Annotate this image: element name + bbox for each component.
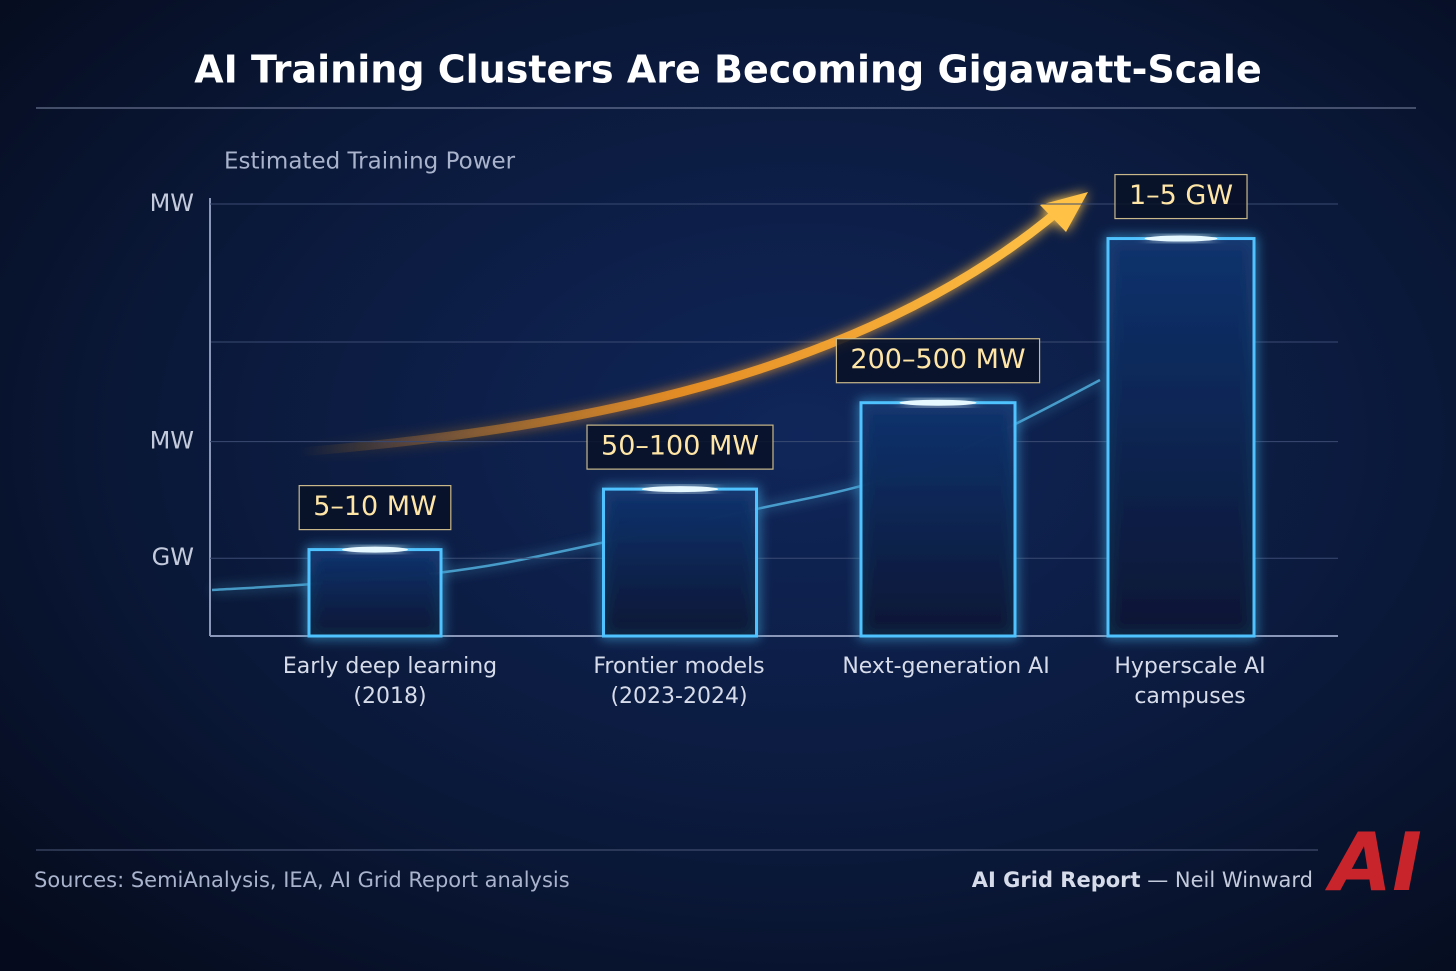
- trend-arrowhead: [1040, 192, 1088, 232]
- value-label-box: [586, 424, 774, 470]
- logo: AI: [1324, 816, 1422, 909]
- x-tick-label: (2023-2024): [610, 684, 747, 709]
- y-axis-label: Estimated Training Power: [224, 149, 516, 175]
- bar-highlight: [1144, 235, 1218, 242]
- credit-brand: AI Grid Report: [972, 868, 1141, 892]
- bar: [307, 548, 443, 638]
- value-label-box: [298, 485, 452, 531]
- value-label: 50–100 MW: [601, 431, 759, 462]
- x-tick-label: Hyperscale AI: [1114, 654, 1265, 679]
- bar-highlight: [641, 486, 719, 493]
- value-label: 200–500 MW: [850, 344, 1025, 375]
- source: Sources: SemiAnalysis, IEA, AI Grid Repo…: [34, 868, 570, 892]
- credit: AI Grid Report — Neil Winward: [972, 868, 1313, 892]
- chart-title: AI Training Clusters Are Becoming Gigawa…: [194, 48, 1261, 92]
- x-tick-label: campuses: [1134, 684, 1245, 709]
- trend-arrow: [295, 203, 1067, 457]
- x-tick-label: Early deep learning: [283, 654, 497, 679]
- value-label: 5–10 MW: [313, 491, 437, 522]
- bar: [602, 487, 758, 638]
- x-tick-label: Frontier models: [593, 654, 764, 679]
- value-label-box: [835, 338, 1041, 384]
- credit-author: — Neil Winward: [1141, 868, 1313, 892]
- x-tick-label: (2018): [353, 684, 426, 709]
- value-label: 1–5 GW: [1129, 180, 1233, 211]
- bar: [859, 401, 1017, 638]
- x-tick-label: Next-generation AI: [842, 654, 1049, 679]
- y-tick-label: GW: [152, 543, 194, 571]
- bar: [1106, 237, 1256, 638]
- y-tick-label: MW: [150, 427, 194, 455]
- value-label-box: [1114, 173, 1248, 220]
- bar-highlight: [342, 546, 408, 553]
- y-tick-label: MW: [150, 189, 194, 217]
- bar-highlight: [899, 399, 977, 406]
